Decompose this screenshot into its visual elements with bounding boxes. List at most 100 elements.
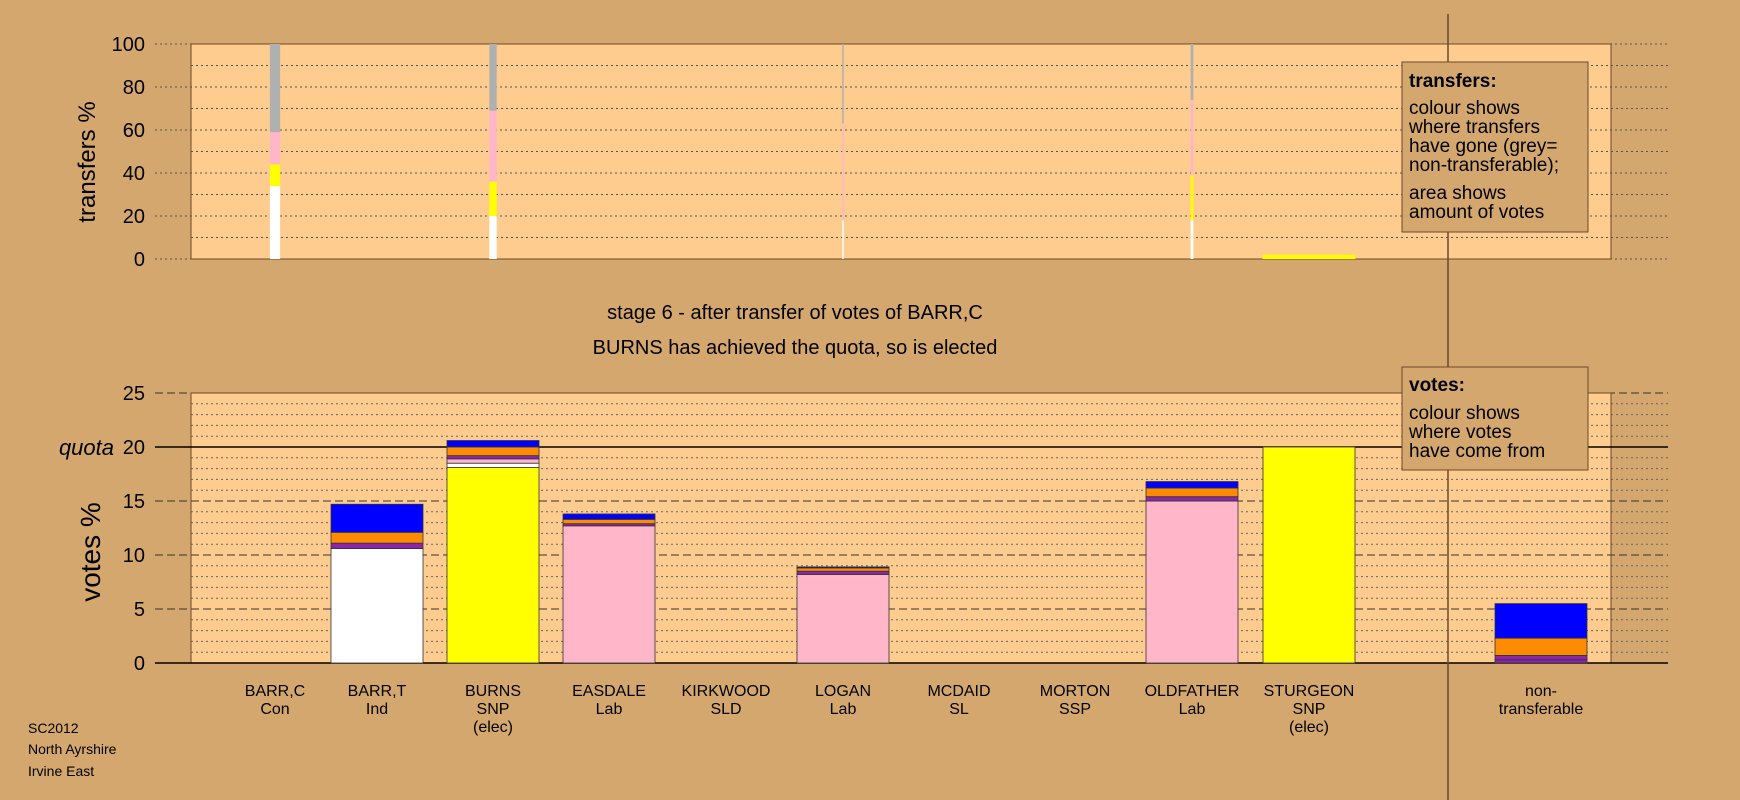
legend-votes: votes: colour shows where votes have com… <box>1401 366 1589 471</box>
vote-bar-segment <box>330 542 424 549</box>
top-plot-border <box>190 43 1612 260</box>
vote-bar-segment <box>1145 487 1239 498</box>
transfer-bar-segment <box>489 181 497 216</box>
legend-votes-title: votes: <box>1409 375 1465 396</box>
bottom-y-tick-label: 20 <box>123 437 145 459</box>
transfer-bar-segment <box>1190 175 1194 221</box>
vote-bar-segment <box>446 440 540 448</box>
transfer-bar-segment <box>842 44 844 124</box>
top-y-tick-label: 0 <box>134 249 145 271</box>
candidate-label: BARR,T <box>348 683 407 700</box>
candidate-label: (elec) <box>473 719 513 736</box>
candidate-label: MORTON <box>1040 683 1111 700</box>
vote-bar-segment <box>1145 481 1239 489</box>
transfer-bar-segment <box>489 44 497 111</box>
bottom-y-axis-label: votes % <box>75 502 106 602</box>
vote-bar-segment <box>446 467 540 664</box>
status-text: BURNS has achieved the quota, so is elec… <box>593 337 998 359</box>
vote-bar-segment <box>1494 603 1588 639</box>
vote-bar-segment <box>562 518 656 525</box>
legend-transfers-line: amount of votes <box>1409 202 1544 223</box>
candidate-label: STURGEON <box>1264 683 1355 700</box>
candidate-label: SL <box>949 701 969 718</box>
nontransferable-label-line: non- <box>1525 683 1557 700</box>
legend-transfers-line: where transfers <box>1408 117 1540 138</box>
vote-bar-segment <box>446 462 540 468</box>
legend-transfers-line: colour shows <box>1409 98 1520 119</box>
candidate-label: BURNS <box>465 683 521 700</box>
bottom-plot-area <box>191 393 1611 663</box>
legend-votes-box <box>1401 366 1589 471</box>
candidate-label: Lab <box>830 701 857 718</box>
vote-bar-segment <box>446 455 540 460</box>
quota-label: quota <box>59 435 114 460</box>
top-y-tick-label: 40 <box>123 163 145 185</box>
vote-bar-segment <box>1494 659 1588 664</box>
vote-bar-segment <box>446 446 540 457</box>
legend-votes-line: colour shows <box>1409 403 1520 424</box>
source-line-council: North Ayrshire <box>28 741 117 757</box>
transfer-bar-segment <box>1190 220 1194 259</box>
nontransferable-label-line: transferable <box>1499 701 1584 718</box>
vote-bar-segment <box>562 525 656 664</box>
top-y-tick-label: 20 <box>123 206 145 228</box>
top-y-tick-label: 60 <box>123 120 145 142</box>
vote-bar-segment <box>1145 500 1239 664</box>
vote-bar-segment <box>796 570 890 575</box>
legend-transfers-line: non-transferable); <box>1409 155 1559 176</box>
candidate-label: Lab <box>1179 701 1206 718</box>
transfer-bar-segment <box>269 164 281 186</box>
legend-transfers: transfers: colour shows where transfers … <box>1401 61 1589 233</box>
transfer-bar-segment <box>1190 44 1194 100</box>
candidate-label: BARR,C <box>245 683 305 700</box>
bottom-y-tick-label: 5 <box>134 599 145 621</box>
transfer-bar-segment <box>489 216 497 259</box>
vote-bar-segment <box>330 548 424 664</box>
nontransferable-label: non-transferable <box>1499 683 1584 718</box>
transfer-bar-segment <box>269 44 281 133</box>
candidate-label: EASDALE <box>572 683 646 700</box>
candidate-label: (elec) <box>1289 719 1329 736</box>
source-line-ward: Irvine East <box>28 763 95 779</box>
bottom-y-tick-label: 10 <box>123 545 145 567</box>
candidate-label: OLDFATHER <box>1145 683 1240 700</box>
candidate-label: Con <box>260 701 289 718</box>
candidate-label: SNP <box>477 701 510 718</box>
transfer-bar-segment <box>489 110 497 182</box>
vote-bar-segment <box>796 574 890 664</box>
candidate-label: Lab <box>596 701 623 718</box>
legend-transfers-line: have gone (grey= <box>1409 136 1557 157</box>
legend-transfers-line: area shows <box>1409 183 1506 204</box>
transfer-bar-segment <box>842 123 844 221</box>
transfer-bar-segment <box>1190 99 1194 176</box>
vote-bar-segment <box>1145 496 1239 502</box>
vote-bar-segment <box>330 531 424 544</box>
transfer-bar-segment <box>269 185 281 259</box>
legend-transfers-title: transfers: <box>1409 71 1497 92</box>
vote-bar-segment <box>796 566 890 569</box>
top-y-tick-label: 100 <box>112 34 145 56</box>
top-y-tick-label: 80 <box>123 77 145 99</box>
candidate-label: Ind <box>366 701 388 718</box>
legend-votes-line: where votes <box>1408 422 1511 443</box>
vote-bar-segment <box>1494 655 1588 661</box>
vote-bar-segment <box>1262 446 1356 664</box>
top-transfer-bars <box>269 44 1356 259</box>
stage-text: stage 6 - after transfer of votes of BAR… <box>607 302 983 324</box>
transfer-bar-segment <box>842 220 844 259</box>
candidate-label: SSP <box>1059 701 1091 718</box>
legend-transfers-box <box>1401 61 1589 233</box>
bottom-y-tick-label: 25 <box>123 383 145 405</box>
bottom-vote-bars <box>330 440 1588 664</box>
candidate-label: SNP <box>1293 701 1326 718</box>
candidate-label: SLD <box>710 701 741 718</box>
candidate-label: LOGAN <box>815 683 871 700</box>
candidate-labels: BARR,CConBARR,TIndBURNSSNP(elec)EASDALEL… <box>245 683 1355 736</box>
bottom-y-tick-label: 15 <box>123 491 145 513</box>
legend-votes-line: have come from <box>1409 441 1545 462</box>
source-line-election: SC2012 <box>28 720 79 736</box>
vote-bar-segment <box>1494 637 1588 656</box>
candidate-label: MCDAID <box>927 683 990 700</box>
candidate-label: KIRKWOOD <box>682 683 771 700</box>
